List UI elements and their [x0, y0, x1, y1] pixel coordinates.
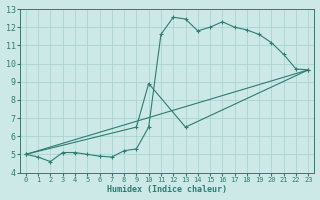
- X-axis label: Humidex (Indice chaleur): Humidex (Indice chaleur): [107, 185, 227, 194]
